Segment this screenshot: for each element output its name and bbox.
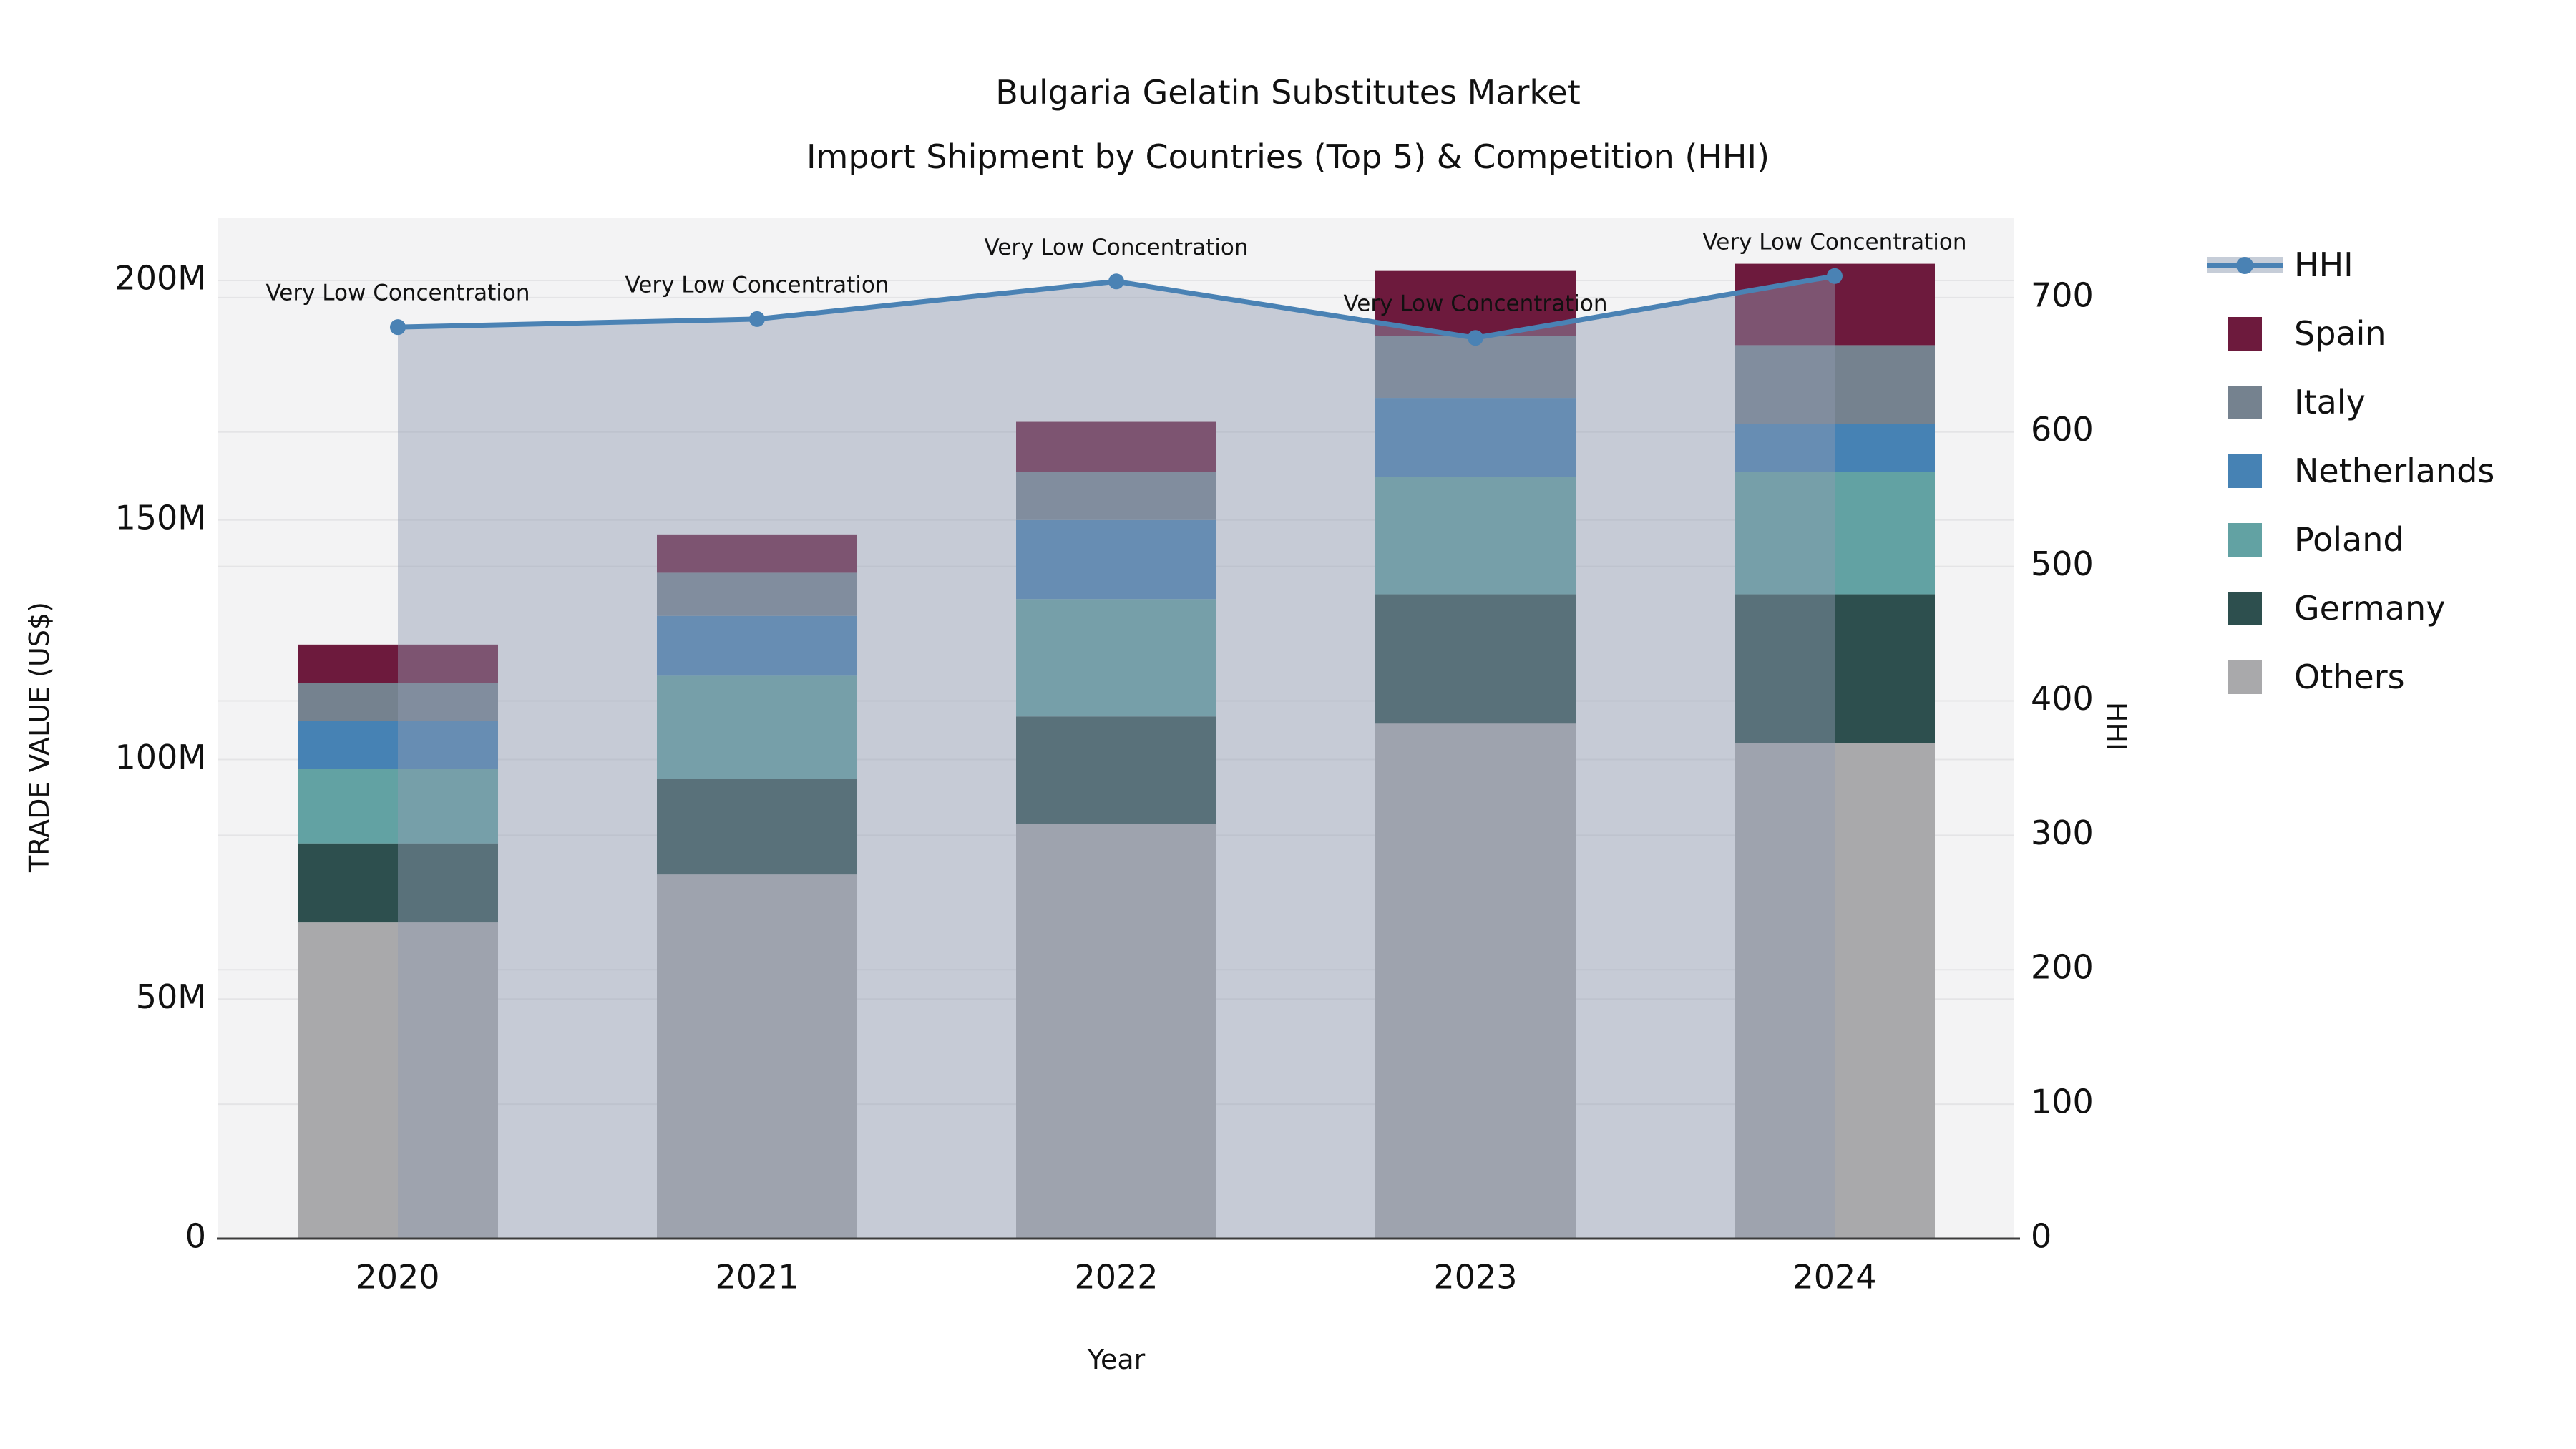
bar-segment-italy [1735,345,1935,424]
bar-segment-netherlands [657,615,857,676]
y-axis-title-left: TRADE VALUE (US$) [24,602,55,872]
legend-color-swatch-icon [2228,316,2262,351]
legend-color-swatch-icon [2228,660,2262,694]
legend-item-netherlands: Netherlands [2205,436,2494,505]
y-tick-label-right: 500 [2031,545,2094,583]
annotation-label: Very Low Concentration [625,272,889,298]
bar-segment-poland [298,769,498,844]
x-axis-title: Year [1087,1344,1146,1375]
legend-item-spain: Spain [2205,299,2494,368]
x-tick-label: 2021 [715,1258,799,1297]
bar-segment-germany [1735,594,1935,743]
legend-label: Poland [2294,520,2404,559]
hhi-area [398,275,1835,1239]
y-tick-label-right: 700 [2031,275,2094,314]
annotation-label: Very Low Concentration [1343,291,1607,317]
legend-label: Others [2294,658,2405,696]
legend-label: Germany [2294,589,2446,628]
y-tick-label-left: 0 [185,1217,206,1256]
hhi-marker [1108,273,1124,290]
bar-segment-others [1016,824,1216,1239]
hhi-marker [1827,268,1843,284]
annotation-label: Very Low Concentration [265,280,530,306]
legend-color-swatch-icon [2228,522,2262,557]
bar-segment-italy [1375,336,1576,399]
bar-segment-netherlands [1375,398,1576,477]
bar-segment-netherlands [298,721,498,769]
bar-segment-others [1375,723,1576,1239]
bar-segment-germany [1016,716,1216,824]
annotation-label: Very Low Concentration [984,235,1248,260]
y-tick-label-right: 400 [2031,679,2094,718]
annotation-label: Very Low Concentration [1702,229,1966,255]
legend-color-swatch-icon [2228,385,2262,419]
bar-segment-germany [298,843,498,923]
legend-label: Netherlands [2294,452,2495,490]
y-tick-label-right: 100 [2031,1083,2094,1121]
legend-item-hhi: HHI [2205,230,2494,299]
bar-segment-germany [657,779,857,875]
y-axis-title-right: HHI [2101,701,2132,751]
bar-segment-others [1735,743,1935,1239]
bar-segment-spain [1016,421,1216,472]
bar-segment-poland [1375,477,1576,595]
chart-title-line1: Bulgaria Gelatin Substitutes Market [995,73,1581,112]
bar-segment-italy [298,683,498,721]
y-tick-label-right: 0 [2031,1217,2051,1256]
legend-color-swatch-icon [2228,454,2262,488]
y-tick-label-left: 100M [115,738,207,776]
x-tick-label: 2022 [1074,1258,1158,1297]
bar-segment-italy [1016,472,1216,520]
bar-segment-poland [1016,599,1216,717]
hhi-line-swatch-icon [2207,257,2283,274]
bar-segment-germany [1375,594,1576,724]
x-tick-label: 2024 [1792,1258,1876,1297]
y-tick-label-left: 150M [115,498,207,537]
bar-segment-spain [657,534,857,573]
bar-segment-netherlands [1016,519,1216,600]
y-tick-label-right: 200 [2031,948,2094,987]
y-tick-label-right: 300 [2031,814,2094,852]
hhi-marker [390,319,406,336]
bar-segment-italy [657,572,857,616]
legend-item-poland: Poland [2205,505,2494,574]
legend-color-swatch-icon [2228,591,2262,625]
bar-segment-poland [1735,472,1935,595]
legend-item-italy: Italy [2205,368,2494,436]
legend-label: Spain [2294,314,2386,353]
y-tick-label-left: 50M [136,977,206,1016]
y-tick-label-left: 200M [115,259,207,298]
legend: HHI Spain Italy Netherlands Poland Germany Oth… [2205,230,2494,711]
hhi-marker [749,311,765,327]
y-tick-label-right: 600 [2031,410,2094,449]
bar-segment-netherlands [1735,424,1935,472]
bar-segment-others [657,874,857,1239]
x-tick-label: 2023 [1433,1258,1517,1297]
hhi-marker [1468,330,1483,346]
legend-item-germany: Germany [2205,574,2494,643]
bar-segment-others [298,922,498,1239]
legend-label: Italy [2294,383,2366,421]
bar-segment-poland [657,675,857,779]
legend-item-others: Others [2205,643,2494,711]
bar-segment-spain [298,644,498,683]
legend-label: HHI [2294,245,2353,284]
chart-title-line2: Import Shipment by Countries (Top 5) & C… [806,137,1770,176]
x-tick-label: 2020 [356,1258,439,1297]
